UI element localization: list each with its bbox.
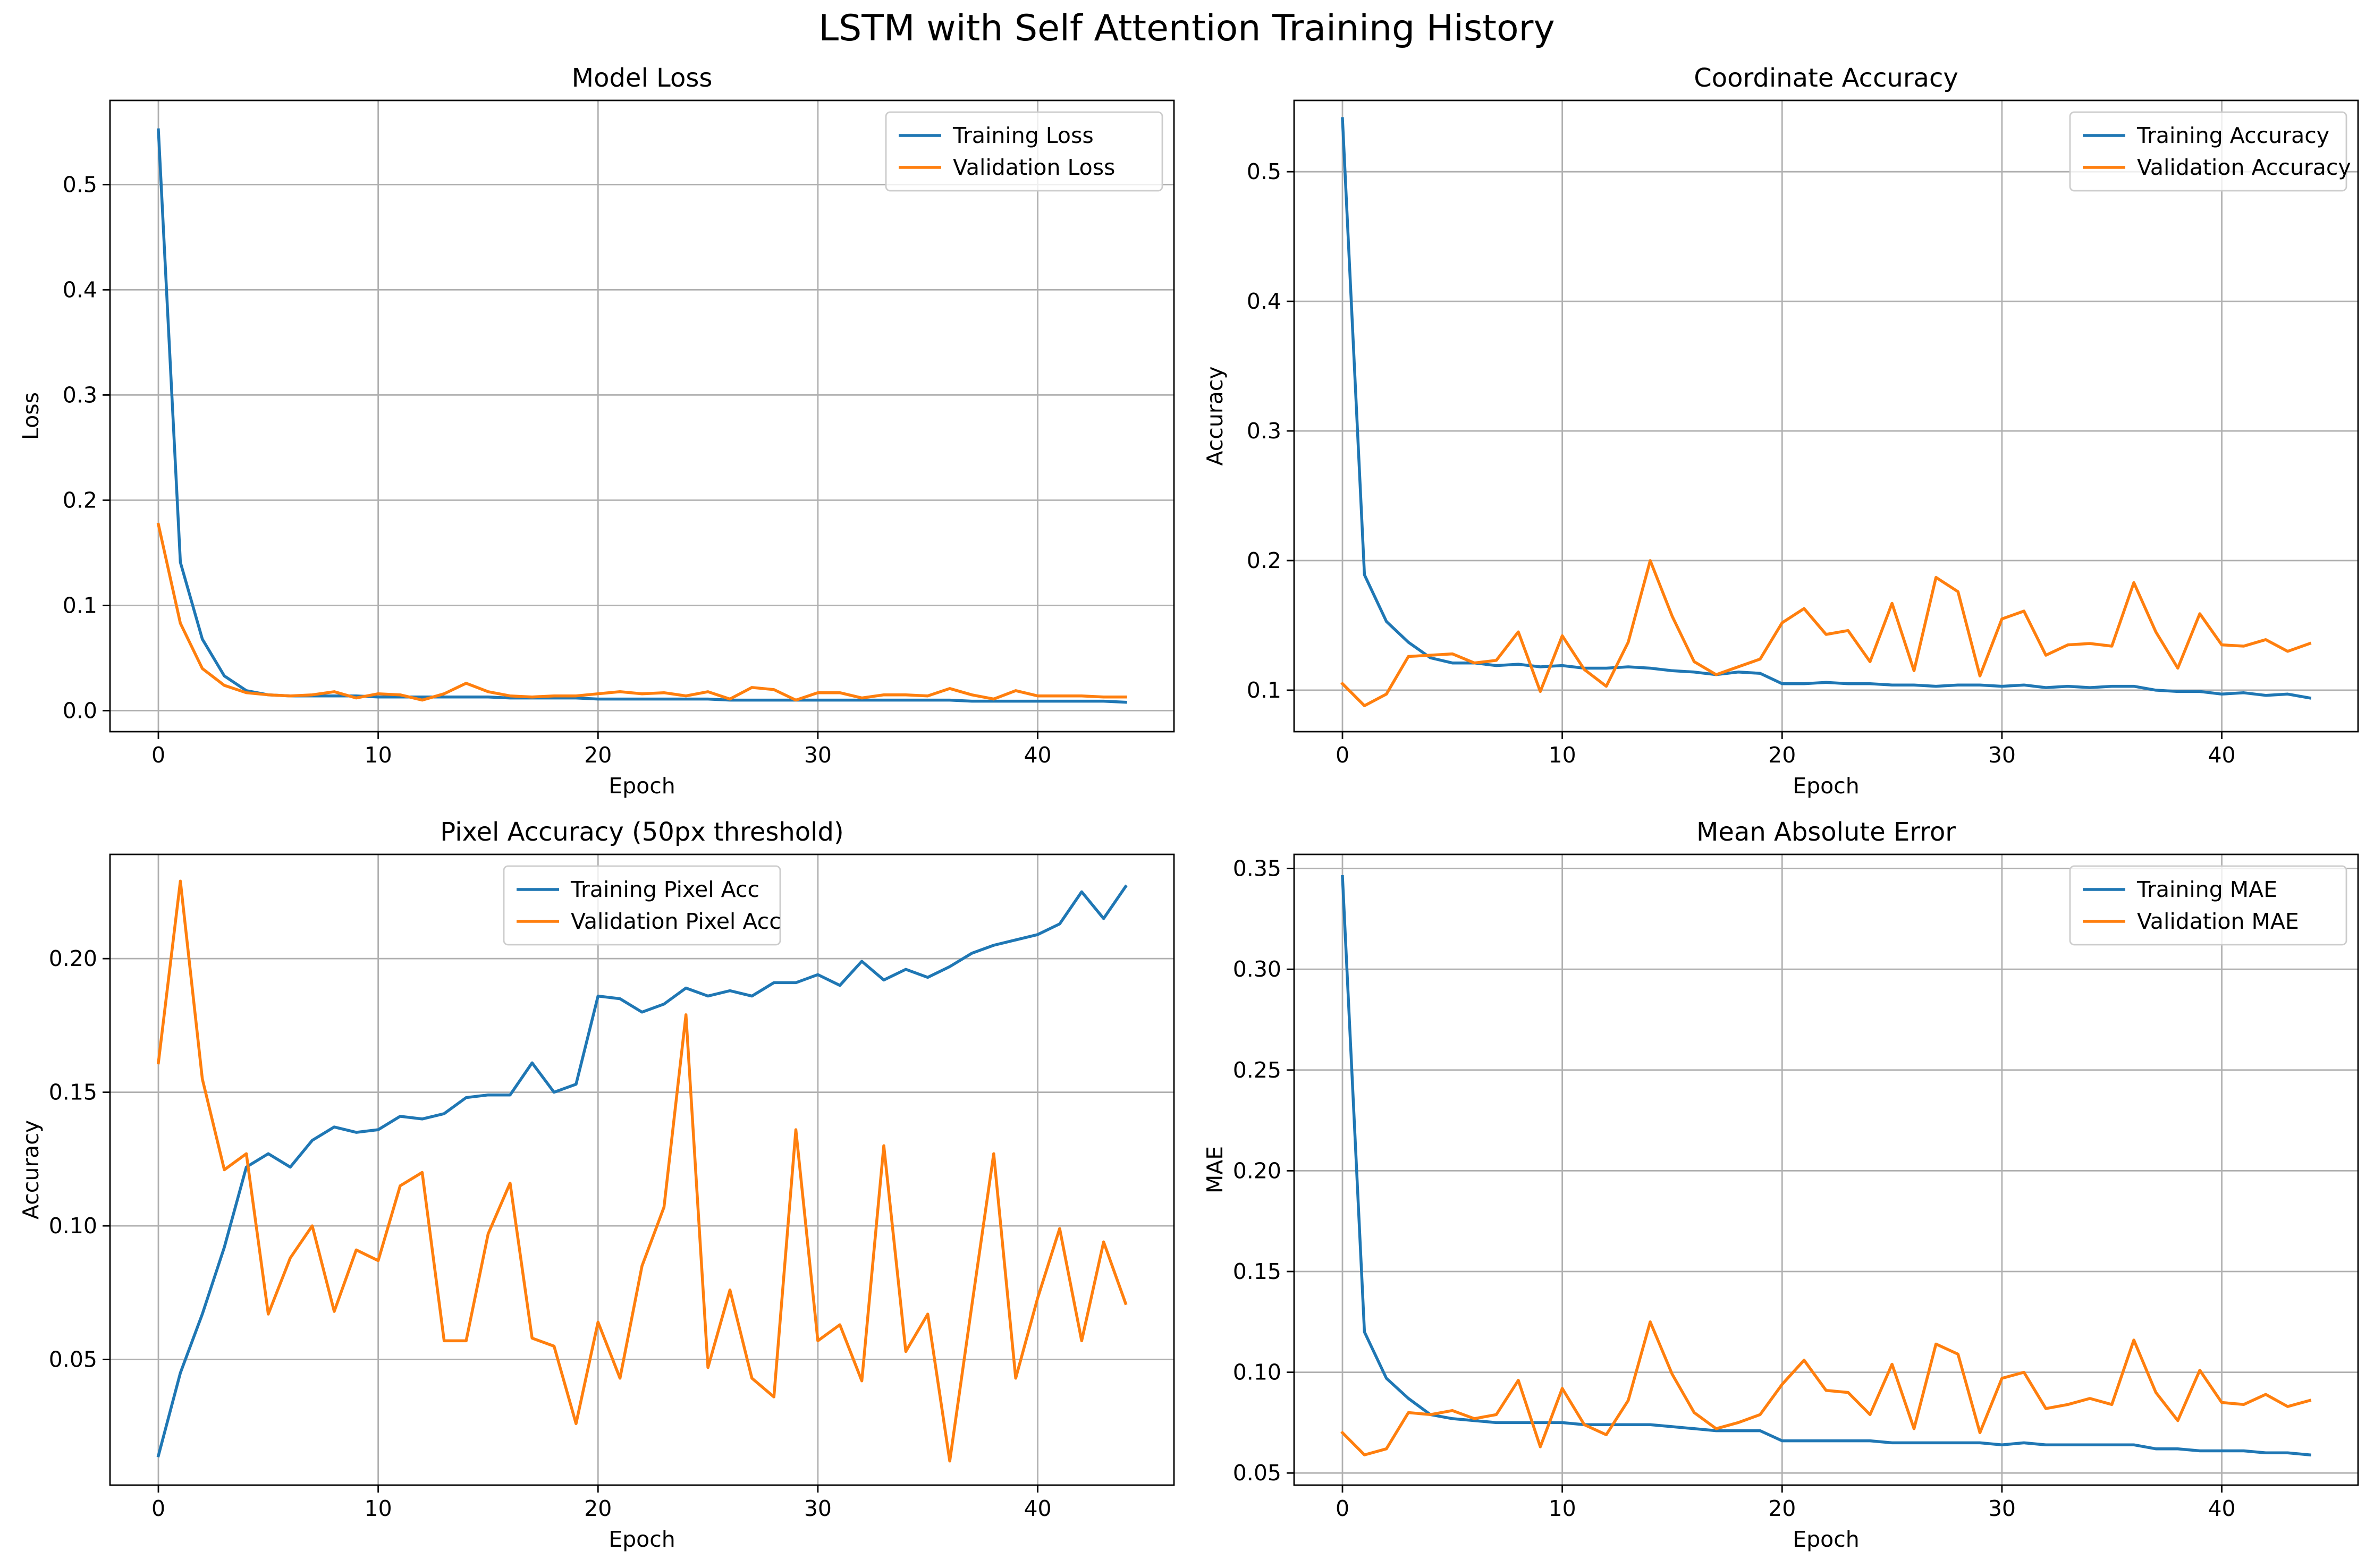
x-tick-label: 0: [151, 742, 165, 768]
training-series-line: [1341, 117, 2312, 700]
x-tick-label: 0: [1336, 1496, 1349, 1521]
y-tick-label: 0.10: [1233, 1360, 1281, 1385]
y-tick-label: 0.5: [1247, 159, 1281, 184]
y-tick-label: 0.1: [63, 592, 97, 618]
legend: Training MAE Validation MAE: [2069, 865, 2347, 946]
subplot-2: 0 10 20 30 40 0.1 0.2 0.3 0.4 0.5 Coordinate Accur…: [1202, 63, 2359, 799]
x-tick-label: 30: [1988, 742, 2016, 768]
y-tick-label: 0.05: [1233, 1460, 1281, 1486]
legend: Training Pixel Acc Validation Pixel Acc: [503, 865, 781, 946]
subplot-title: Model Loss: [572, 63, 713, 93]
axes-frame: [1293, 853, 2359, 1486]
y-tick-label: 0.30: [1233, 956, 1281, 982]
x-tick-label: 20: [1768, 1496, 1796, 1521]
x-tick-label: 10: [1549, 742, 1576, 768]
legend-label: Validation Accuracy: [2137, 155, 2351, 180]
y-tick-label: 0.5: [63, 172, 97, 197]
x-tick-label: 30: [804, 742, 832, 768]
y-axis-label: MAE: [1202, 1146, 1228, 1193]
subplot-title: Coordinate Accuracy: [1694, 63, 1958, 93]
x-tick-label: 10: [365, 742, 392, 768]
y-tick-label: 0.20: [1233, 1158, 1281, 1183]
legend-label: Validation Loss: [953, 155, 1115, 180]
legend-label: Training Pixel Acc: [570, 877, 759, 902]
training-series-line: [156, 884, 1128, 1458]
y-tick-label: 0.3: [63, 382, 97, 408]
x-tick-label: 0: [1336, 742, 1349, 768]
x-tick-label: 40: [2208, 1496, 2235, 1521]
x-axis-label: Epoch: [609, 773, 675, 799]
training-series-line: [1341, 875, 2311, 1457]
y-tick-label: 0.2: [63, 487, 97, 513]
y-tick-label: 0.15: [1233, 1259, 1281, 1284]
x-tick-label: 10: [365, 1496, 392, 1521]
legend-label: Training Loss: [952, 123, 1094, 148]
legend: Training Loss Validation Loss: [885, 111, 1163, 192]
y-axis-label: Accuracy: [1202, 366, 1228, 465]
legend-label: Training MAE: [2136, 877, 2277, 902]
subplot-1: 0 10 20 30 40 0.0 0.1 0.2 0.3 0.4 0.5 Model Loss Epo…: [18, 63, 1175, 799]
axes-frame: [109, 853, 1175, 1486]
y-tick-label: 0.4: [1247, 289, 1281, 314]
axes-frame: [1293, 99, 2359, 733]
validation-series-line: [156, 879, 1128, 1463]
figure-suptitle: LSTM with Self Attention Training Histor…: [818, 7, 1555, 49]
y-tick-label: 0.25: [1233, 1057, 1281, 1083]
y-tick-label: 0.2: [1247, 548, 1281, 573]
y-axis-label: Accuracy: [18, 1120, 44, 1219]
y-tick-label: 0.20: [49, 946, 97, 971]
x-axis-label: Epoch: [609, 1527, 675, 1552]
y-axis-label: Loss: [18, 392, 44, 440]
x-axis-label: Epoch: [1793, 773, 1860, 799]
x-axis-label: Epoch: [1793, 1527, 1860, 1552]
subplot-grid: 0 10 20 30 40 0.0 0.1 0.2 0.3 0.4 0.5 Model Loss Epo…: [18, 63, 2359, 1552]
subplot-title: Pixel Accuracy (50px threshold): [440, 817, 843, 847]
legend-label: Validation MAE: [2137, 909, 2299, 934]
y-tick-label: 0.15: [49, 1080, 97, 1105]
y-tick-label: 0.10: [49, 1213, 97, 1239]
legend-box: [503, 865, 781, 946]
x-tick-label: 30: [1988, 1496, 2016, 1521]
legend-label: Training Accuracy: [2136, 123, 2329, 148]
legend: Training Accuracy Validation Accuracy: [2069, 111, 2351, 192]
y-tick-label: 0.0: [63, 698, 97, 723]
subplot-title: Mean Absolute Error: [1696, 817, 1956, 847]
validation-series-line: [156, 522, 1127, 702]
x-tick-label: 40: [1024, 1496, 1051, 1521]
validation-series-line: [1340, 1320, 2312, 1456]
subplot-4: 0 10 20 30 40 0.05 0.10 0.15 0.20 0.25 0.30 0.35 Mea…: [1202, 817, 2359, 1552]
subplot-3: 0 10 20 30 40 0.05 0.10 0.15 0.20 Pixel Accuracy …: [18, 817, 1175, 1552]
x-tick-label: 40: [2208, 742, 2235, 768]
axes-frame: [109, 99, 1175, 733]
y-tick-label: 0.05: [49, 1347, 97, 1372]
x-tick-label: 20: [584, 1496, 612, 1521]
y-tick-label: 0.3: [1247, 418, 1281, 444]
y-tick-label: 0.35: [1233, 856, 1281, 882]
x-tick-label: 40: [1024, 742, 1051, 768]
legend-box: [2069, 111, 2347, 192]
x-tick-label: 20: [1768, 742, 1796, 768]
y-tick-label: 0.4: [63, 277, 97, 302]
validation-series-line: [1340, 559, 2312, 707]
x-tick-label: 10: [1549, 1496, 1576, 1521]
training-series-line: [157, 128, 1127, 704]
x-tick-label: 20: [584, 742, 612, 768]
legend-box: [2069, 865, 2347, 946]
x-tick-label: 30: [804, 1496, 832, 1521]
legend-label: Validation Pixel Acc: [571, 909, 781, 934]
legend-box: [885, 111, 1163, 192]
y-tick-label: 0.1: [1247, 677, 1281, 703]
x-tick-label: 0: [151, 1496, 165, 1521]
